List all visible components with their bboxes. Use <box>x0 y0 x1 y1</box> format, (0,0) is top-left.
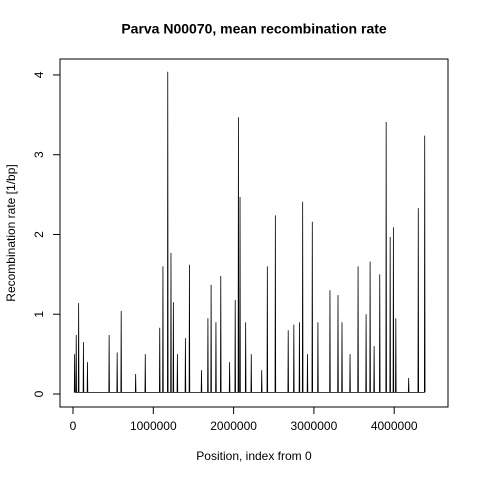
y-tick-label: 3 <box>32 151 46 158</box>
x-tick-label: 4000000 <box>371 419 418 433</box>
x-tick-label: 1000000 <box>130 419 177 433</box>
y-tick-label: 1 <box>32 311 46 318</box>
x-tick-label: 2000000 <box>210 419 257 433</box>
y-tick-label: 2 <box>32 231 46 238</box>
y-tick-label: 4 <box>32 71 46 78</box>
data-line <box>73 71 426 393</box>
chart-title: Parva N00070, mean recombination rate <box>121 21 387 37</box>
x-tick-label: 0 <box>70 419 77 433</box>
x-axis-label: Position, index from 0 <box>196 449 312 463</box>
x-tick-label: 3000000 <box>291 419 338 433</box>
y-axis-label: Recombination rate [1/bp] <box>4 164 18 301</box>
y-tick-label: 0 <box>32 390 46 397</box>
